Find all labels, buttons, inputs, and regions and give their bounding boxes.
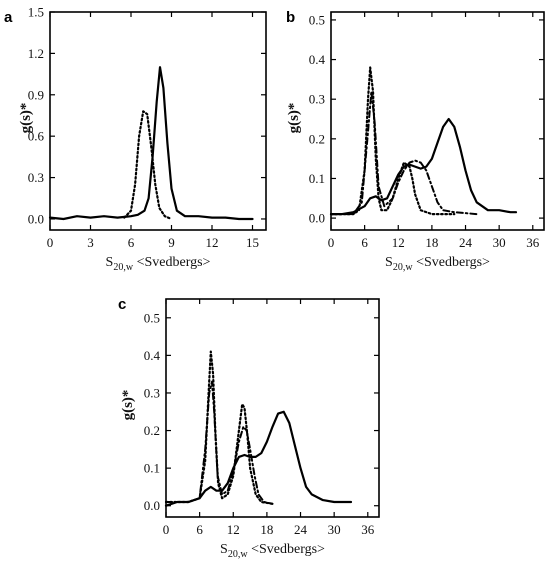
panel-c: c 0 6 12 18 24 30 36 0.0 0.1 0.2 0.3 0.4 0.5 S20,w <Sv… [118, 296, 380, 560]
y-tick-label: 0.4 [309, 52, 326, 67]
plot-frame [165, 298, 380, 518]
y-tick-label: 0.2 [144, 423, 160, 438]
y-tick-label: 0.5 [309, 12, 325, 27]
y-tick-label: 0.4 [144, 348, 161, 363]
y-axis-label: g(s)* [286, 103, 302, 134]
series-line-dotted [329, 66, 456, 216]
y-tick-label: 0.3 [28, 170, 44, 185]
y-tick-label: 0.1 [309, 171, 325, 186]
x-axis-label-subscript: 20,w [113, 262, 134, 273]
x-axis-label-main: S [220, 542, 228, 557]
x-tick-label: 30 [328, 522, 341, 537]
y-axis-label: g(s)* [120, 390, 136, 421]
series-line-dotted [123, 110, 173, 221]
x-tick-label: 0 [328, 235, 335, 250]
x-axis-label-unit: <Svedbergs> [413, 255, 490, 270]
x-axis-label: S20,w <Svedbergs> [106, 255, 211, 273]
x-tick-label: 15 [246, 235, 259, 250]
x-tick-label: 0 [47, 235, 54, 250]
x-tick-label: 18 [260, 522, 273, 537]
x-tick-label: 36 [526, 235, 540, 250]
series-line-dashdot [165, 380, 274, 505]
y-tick-label: 0.3 [309, 92, 325, 107]
y-tick-label: 0.0 [144, 498, 160, 513]
y-tick-label: 1.2 [28, 46, 44, 61]
y-tick-label: 0.5 [144, 310, 160, 325]
x-tick-label: 30 [493, 235, 506, 250]
y-axis-label: g(s)* [18, 103, 34, 134]
x-tick-label: 36 [361, 522, 375, 537]
y-tick-label: 1.5 [28, 5, 44, 20]
x-tick-label: 6 [361, 235, 368, 250]
x-tick-label: 6 [196, 522, 203, 537]
x-axis-label-subscript: 20,w [393, 262, 414, 273]
panel-b: b 0 6 12 18 24 30 36 0.0 0.1 0.2 0.3 0.4 0.5 S20,w <Sv… [286, 9, 545, 273]
x-tick-label: 18 [425, 235, 438, 250]
panel-letter: a [4, 9, 13, 26]
x-tick-label: 24 [459, 235, 473, 250]
x-axis-label: S20,w <Svedbergs> [220, 542, 325, 560]
panel-letter: c [118, 296, 126, 313]
series-line-dashdot [330, 90, 478, 216]
y-tick-label: 0.0 [28, 211, 44, 226]
y-tick-label: 0.2 [309, 131, 325, 146]
plot-frame [330, 11, 545, 231]
series-line-solid [48, 66, 254, 221]
x-tick-label: 12 [206, 235, 219, 250]
y-tick-label: 0.6 [28, 129, 45, 144]
panel-letter: b [286, 9, 295, 26]
x-axis-label-main: S [106, 255, 114, 270]
plot-frame [49, 11, 267, 231]
x-tick-label: 12 [392, 235, 405, 250]
panel-a: a 0 3 6 9 12 15 0.0 0.3 0.6 0.9 1.2 1.5 S20,w <Svedbe… [4, 5, 267, 273]
x-tick-label: 9 [168, 235, 175, 250]
x-tick-label: 3 [87, 235, 94, 250]
y-tick-label: 0.0 [309, 211, 325, 226]
x-axis-label-subscript: 20,w [228, 549, 249, 560]
x-axis-label: S20,w <Svedbergs> [385, 255, 490, 273]
y-tick-label: 0.3 [144, 385, 160, 400]
x-axis-label-main: S [385, 255, 393, 270]
x-axis-label-unit: <Svedbergs> [133, 255, 210, 270]
y-tick-label: 0.1 [144, 461, 160, 476]
series-line-solid [164, 410, 353, 507]
x-tick-label: 0 [163, 522, 170, 537]
x-axis-label-unit: <Svedbergs> [248, 542, 325, 557]
x-tick-label: 24 [294, 522, 308, 537]
x-tick-label: 12 [227, 522, 240, 537]
x-tick-label: 6 [128, 235, 135, 250]
y-tick-label: 0.9 [28, 87, 44, 102]
